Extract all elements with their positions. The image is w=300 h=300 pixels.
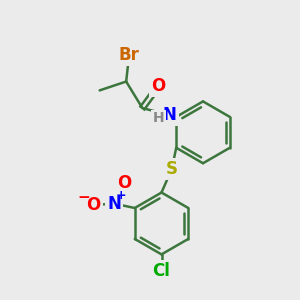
Text: O: O (86, 196, 100, 214)
Text: O: O (117, 174, 131, 192)
Text: O: O (152, 77, 166, 95)
Text: +: + (115, 189, 126, 202)
Text: S: S (166, 160, 178, 178)
Text: N: N (163, 106, 177, 124)
Text: −: − (78, 190, 91, 205)
Text: H: H (153, 111, 164, 125)
Text: N: N (107, 195, 121, 213)
Text: Br: Br (119, 46, 140, 64)
Text: Cl: Cl (153, 262, 170, 280)
